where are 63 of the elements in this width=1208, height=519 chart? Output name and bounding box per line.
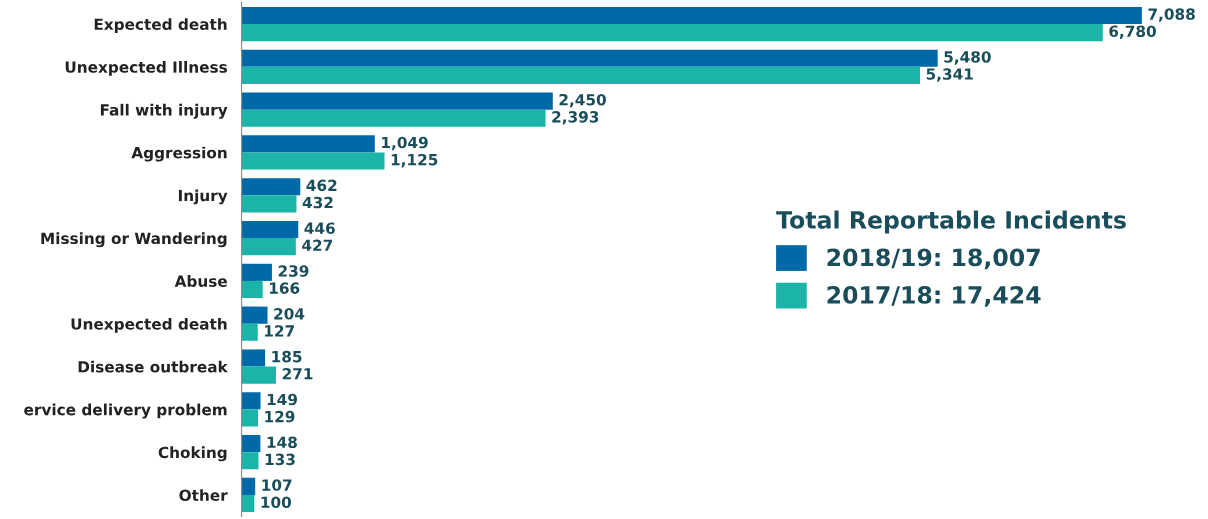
y-tick-label: Expected death — [94, 18, 227, 33]
bar — [241, 263, 272, 281]
bar — [241, 195, 297, 213]
data-label: 2,393 — [552, 111, 599, 125]
bar — [241, 477, 256, 495]
bar — [241, 24, 1103, 42]
y-tick-label: Abuse — [174, 275, 227, 287]
bar — [241, 178, 301, 196]
data-label: 7,088 — [1148, 8, 1195, 22]
y-tick-label: ervice delivery problem — [24, 403, 227, 419]
bar — [241, 392, 261, 410]
bar — [241, 323, 258, 341]
bar — [241, 109, 546, 127]
bar — [241, 238, 296, 256]
data-label: 1,049 — [382, 136, 428, 151]
data-label: 166 — [269, 282, 300, 294]
bar — [241, 152, 385, 170]
data-label: 2,450 — [559, 93, 606, 108]
data-label: 149 — [267, 393, 297, 406]
data-label: 129 — [265, 410, 295, 423]
bar — [241, 409, 258, 427]
bar — [241, 366, 277, 384]
bar — [241, 280, 263, 299]
y-tick-label: Other — [179, 489, 228, 502]
y-tick-label: Missing or Wandering — [41, 232, 227, 248]
data-label: 462 — [306, 179, 337, 192]
data-label: 239 — [278, 265, 309, 277]
data-label: 271 — [282, 367, 313, 380]
bar — [241, 135, 375, 153]
data-label: 5,480 — [944, 51, 991, 65]
bar — [241, 349, 266, 367]
data-label: 148 — [267, 436, 297, 449]
bar — [241, 495, 255, 513]
data-label: 427 — [302, 239, 333, 251]
data-label: 204 — [274, 308, 305, 320]
bar — [241, 92, 553, 110]
y-tick-label: Disease outbreak — [78, 360, 228, 373]
data-label: 446 — [304, 222, 335, 234]
y-tick-label: Unexpected death — [71, 317, 227, 333]
legend-label: 2018/19: 18,007 — [827, 248, 1040, 270]
data-label: 100 — [261, 496, 292, 508]
bar — [241, 66, 920, 84]
bar — [241, 49, 938, 67]
bar — [241, 452, 259, 470]
legend-title: Total Reportable Incidents — [776, 210, 1126, 234]
y-tick-label: Fall with injury — [100, 103, 228, 119]
data-label: 5,341 — [926, 68, 973, 82]
y-tick-label: Choking — [158, 446, 227, 462]
y-tick-label: Unexpected Illness — [65, 61, 227, 76]
y-tick-label: Injury — [178, 189, 228, 205]
data-label: 107 — [262, 479, 292, 491]
data-label: 185 — [272, 350, 302, 363]
bar — [241, 220, 299, 239]
data-label: 6,780 — [1109, 25, 1156, 39]
data-label: 127 — [265, 325, 294, 337]
data-label: 432 — [302, 196, 333, 209]
bar — [241, 306, 268, 324]
bar — [241, 435, 261, 453]
data-label: 133 — [265, 453, 295, 466]
legend-label: 2017/18: 17,424 — [827, 285, 1041, 307]
bar — [241, 6, 1142, 24]
data-label: 1,125 — [391, 153, 438, 168]
y-tick-label: Aggression — [131, 146, 227, 162]
